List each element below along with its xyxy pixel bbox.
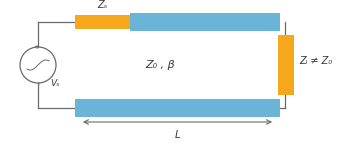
Text: Zₛ: Zₛ — [97, 0, 107, 10]
Text: +: + — [33, 44, 39, 50]
Text: I: I — [37, 83, 39, 87]
Text: L: L — [175, 130, 180, 140]
Bar — [130, 13, 280, 31]
Bar — [278, 35, 294, 95]
Bar — [75, 15, 130, 29]
Text: Vₛ: Vₛ — [50, 80, 60, 89]
Text: Zₗ ≠ Z₀: Zₗ ≠ Z₀ — [299, 56, 332, 66]
Bar — [75, 99, 280, 117]
Text: Z₀ , β: Z₀ , β — [145, 60, 175, 70]
